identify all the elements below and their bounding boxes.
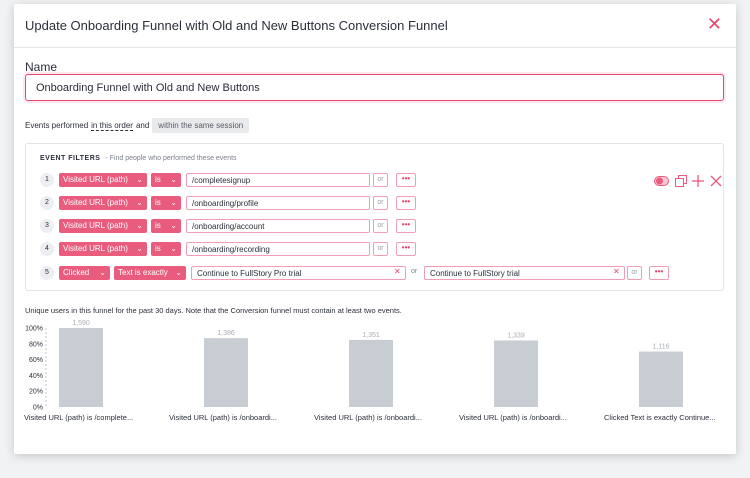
modal-title: Update Onboarding Funnel with Old and Ne… bbox=[25, 18, 448, 33]
chevron-down-icon: ⌄ bbox=[170, 198, 177, 207]
close-icon[interactable]: ✕ bbox=[706, 14, 722, 34]
chevron-down-icon: ⌄ bbox=[170, 175, 177, 184]
filter-value-input[interactable] bbox=[191, 266, 406, 280]
operator-label: is bbox=[155, 198, 161, 207]
operator-select[interactable]: Text is exactly ⌄ bbox=[114, 266, 186, 280]
event-type-select[interactable]: Visited URL (path) ⌄ bbox=[59, 219, 147, 233]
or-button[interactable]: or bbox=[627, 266, 642, 280]
funnel-bar[interactable] bbox=[59, 328, 103, 407]
chevron-down-icon: ⌄ bbox=[170, 244, 177, 253]
funnel-bar-chart: 100% 80% 60% 40% 20% 0% 1,590 Visited URL (path… bbox=[24, 320, 716, 422]
x-category-label: Clicked Text is exactly Continue... bbox=[604, 413, 716, 422]
filter-value-input[interactable] bbox=[186, 219, 370, 233]
y-tick-label: 80% bbox=[29, 341, 43, 348]
operator-select[interactable]: is ⌄ bbox=[151, 196, 181, 210]
x-category-label: Visited URL (path) is /onboardi... bbox=[314, 413, 422, 422]
chevron-down-icon: ⌄ bbox=[136, 244, 143, 253]
event-type-label: Visited URL (path) bbox=[63, 244, 128, 253]
y-tick-label: 0% bbox=[33, 405, 43, 412]
or-button[interactable]: or bbox=[373, 173, 388, 187]
more-options-button[interactable]: ••• bbox=[396, 242, 416, 256]
add-icon[interactable] bbox=[692, 175, 704, 187]
bar-value-label: 1,386 bbox=[217, 330, 235, 337]
duplicate-icon[interactable] bbox=[675, 175, 687, 187]
event-filters-hint: Find people who performed these events bbox=[109, 155, 237, 162]
bar-value-label: 1,339 bbox=[507, 332, 525, 339]
dash: - bbox=[105, 155, 108, 162]
funnel-bar[interactable] bbox=[204, 338, 248, 407]
operator-label: is bbox=[155, 221, 161, 230]
event-filters-title: EVENT FILTERS bbox=[40, 155, 101, 162]
row-number: 2 bbox=[40, 196, 54, 210]
operator-select[interactable]: is ⌄ bbox=[151, 242, 181, 256]
event-type-select[interactable]: Visited URL (path) ⌄ bbox=[59, 242, 147, 256]
funnel-bar[interactable] bbox=[494, 340, 538, 407]
operator-label: Text is exactly bbox=[118, 268, 168, 277]
events-order-line: Events performed in this order and withi… bbox=[25, 118, 250, 133]
order-dropdown[interactable]: in this order bbox=[91, 120, 133, 131]
x-category-label: Visited URL (path) is /onboardi... bbox=[169, 413, 277, 422]
x-category-label: Visited URL (path) is /complete... bbox=[24, 413, 133, 422]
chart-note: Unique users in this funnel for the past… bbox=[25, 306, 402, 315]
bar-value-label: 1,351 bbox=[362, 332, 380, 339]
chevron-down-icon: ⌄ bbox=[136, 221, 143, 230]
modal-header: Update Onboarding Funnel with Old and Ne… bbox=[14, 4, 736, 48]
funnel-modal: Update Onboarding Funnel with Old and Ne… bbox=[14, 4, 736, 454]
clear-value-icon[interactable]: ✕ bbox=[613, 267, 620, 276]
event-type-label: Visited URL (path) bbox=[63, 221, 128, 230]
or-separator: or bbox=[411, 268, 418, 275]
y-tick-label: 20% bbox=[29, 389, 43, 396]
funnel-bar[interactable] bbox=[639, 351, 683, 407]
more-options-button[interactable]: ••• bbox=[649, 266, 669, 280]
event-type-select[interactable]: Clicked ⌄ bbox=[59, 266, 110, 280]
chevron-down-icon: ⌄ bbox=[170, 221, 177, 230]
row-number: 3 bbox=[40, 219, 54, 233]
operator-label: is bbox=[155, 175, 161, 184]
row-number: 5 bbox=[40, 266, 54, 280]
operator-label: is bbox=[155, 244, 161, 253]
more-options-button[interactable]: ••• bbox=[396, 219, 416, 233]
bar-value-label: 1,116 bbox=[653, 344, 670, 351]
event-type-label: Clicked bbox=[63, 268, 90, 277]
event-type-label: Visited URL (path) bbox=[63, 198, 128, 207]
filter-value-input[interactable] bbox=[186, 173, 370, 187]
funnel-bar[interactable] bbox=[349, 339, 393, 407]
event-filters-header: EVENT FILTERS - Find people who performe… bbox=[40, 155, 237, 162]
chevron-down-icon: ⌄ bbox=[136, 198, 143, 207]
event-filters-panel: EVENT FILTERS - Find people who performe… bbox=[25, 143, 724, 291]
events-connector: and bbox=[135, 121, 150, 130]
name-label: Name bbox=[25, 60, 58, 74]
toggle-icon[interactable] bbox=[654, 175, 670, 187]
chevron-down-icon: ⌄ bbox=[175, 268, 182, 277]
operator-select[interactable]: is ⌄ bbox=[151, 173, 181, 187]
more-options-button[interactable]: ••• bbox=[396, 173, 416, 187]
events-prefix: Events performed bbox=[25, 121, 89, 130]
event-type-label: Visited URL (path) bbox=[63, 175, 128, 184]
more-options-button[interactable]: ••• bbox=[396, 196, 416, 210]
bar-value-label: 1,590 bbox=[72, 320, 90, 327]
clear-value-icon[interactable]: ✕ bbox=[394, 267, 401, 276]
chevron-down-icon: ⌄ bbox=[99, 268, 106, 277]
filter-value-input[interactable] bbox=[186, 196, 370, 210]
y-tick-label: 100% bbox=[25, 326, 43, 333]
y-tick-label: 60% bbox=[29, 357, 43, 364]
session-dropdown[interactable]: within the same session bbox=[152, 118, 250, 133]
y-tick-label: 40% bbox=[29, 373, 43, 380]
remove-icon[interactable] bbox=[710, 175, 722, 187]
x-category-label: Visited URL (path) is /onboardi... bbox=[459, 413, 567, 422]
row-number: 1 bbox=[40, 173, 54, 187]
filter-value-input[interactable] bbox=[186, 242, 370, 256]
filter-value-input[interactable] bbox=[424, 266, 625, 280]
or-button[interactable]: or bbox=[373, 196, 388, 210]
or-button[interactable]: or bbox=[373, 219, 388, 233]
event-type-select[interactable]: Visited URL (path) ⌄ bbox=[59, 173, 147, 187]
or-button[interactable]: or bbox=[373, 242, 388, 256]
funnel-name-input[interactable] bbox=[25, 74, 724, 101]
row-number: 4 bbox=[40, 242, 54, 256]
chevron-down-icon: ⌄ bbox=[136, 175, 143, 184]
operator-select[interactable]: is ⌄ bbox=[151, 219, 181, 233]
event-type-select[interactable]: Visited URL (path) ⌄ bbox=[59, 196, 147, 210]
